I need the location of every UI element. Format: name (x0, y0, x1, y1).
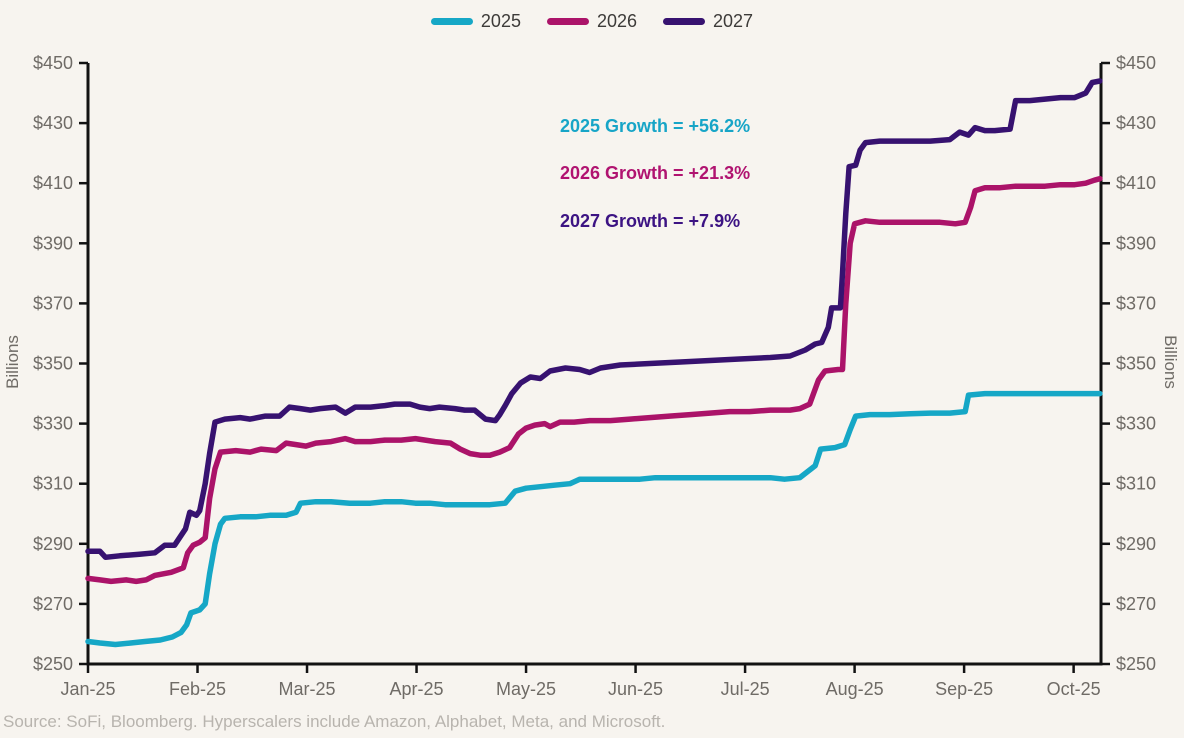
legend-label-2026: 2026 (596, 11, 638, 31)
x-tick-label: Apr-25 (390, 679, 444, 699)
source-note: Source: SoFi, Bloomberg. Hyperscalers in… (3, 712, 666, 731)
y-tick-label-right: $330 (1116, 414, 1156, 434)
y-tick-label-left: $350 (33, 354, 73, 374)
y-tick-label-right: $410 (1116, 173, 1156, 193)
y-tick-label-left: $370 (33, 293, 73, 313)
x-tick-label: May-25 (496, 679, 556, 699)
y-tick-label-left: $430 (33, 113, 73, 133)
annotation-2025-growth: 2025 Growth = +56.2% (560, 116, 751, 136)
y-tick-label-left: $250 (33, 654, 73, 674)
annotation-2026-growth: 2026 Growth = +21.3% (560, 163, 751, 183)
annotation-2027-growth: 2027 Growth = +7.9% (560, 211, 741, 231)
legend-item-2026: 2026 (546, 11, 638, 32)
y-tick-label-right: $350 (1116, 354, 1156, 374)
y-tick-label-left: $330 (33, 414, 73, 434)
legend-item-2025: 2025 (430, 11, 521, 32)
legend-swatch-2026 (546, 18, 589, 25)
y-tick-label-right: $290 (1116, 534, 1156, 554)
y-axis-title-left: Billions (3, 335, 22, 389)
legend-label-2025: 2025 (480, 11, 521, 31)
series-line-2025 (85, 390, 1103, 648)
legend-item-2027: 2027 (663, 11, 753, 32)
y-axis-title-right: Billions (1161, 335, 1180, 389)
series-line-2027 (85, 78, 1103, 561)
y-tick-label-left: $410 (33, 173, 73, 193)
x-tick-label: Jul-25 (721, 679, 770, 699)
x-tick-label: Jan-25 (60, 679, 115, 699)
y-tick-label-right: $450 (1116, 53, 1156, 73)
y-tick-label-right: $310 (1116, 474, 1156, 494)
x-tick-label: Aug-25 (826, 679, 884, 699)
legend-swatch-2025 (430, 18, 473, 25)
x-tick-label: Oct-25 (1047, 679, 1101, 699)
series-line-2026 (85, 175, 1103, 585)
y-tick-label-right: $370 (1116, 293, 1156, 313)
x-tick-label: Jun-25 (608, 679, 663, 699)
y-tick-label-left: $450 (33, 53, 73, 73)
x-tick-label: Mar-25 (279, 679, 336, 699)
y-tick-label-left: $270 (33, 594, 73, 614)
y-tick-label-right: $250 (1116, 654, 1156, 674)
y-tick-label-right: $390 (1116, 233, 1156, 253)
chart-legend: 2025 2026 2027 (0, 11, 1184, 32)
y-tick-label-left: $390 (33, 233, 73, 253)
y-tick-label-right: $270 (1116, 594, 1156, 614)
x-tick-label: Feb-25 (169, 679, 226, 699)
legend-swatch-2027 (663, 18, 706, 25)
y-tick-label-right: $430 (1116, 113, 1156, 133)
y-tick-label-left: $310 (33, 474, 73, 494)
legend-label-2027: 2027 (713, 11, 754, 31)
axis-frame (86, 63, 1103, 666)
x-tick-label: Sep-25 (935, 679, 993, 699)
y-tick-label-left: $290 (33, 534, 73, 554)
